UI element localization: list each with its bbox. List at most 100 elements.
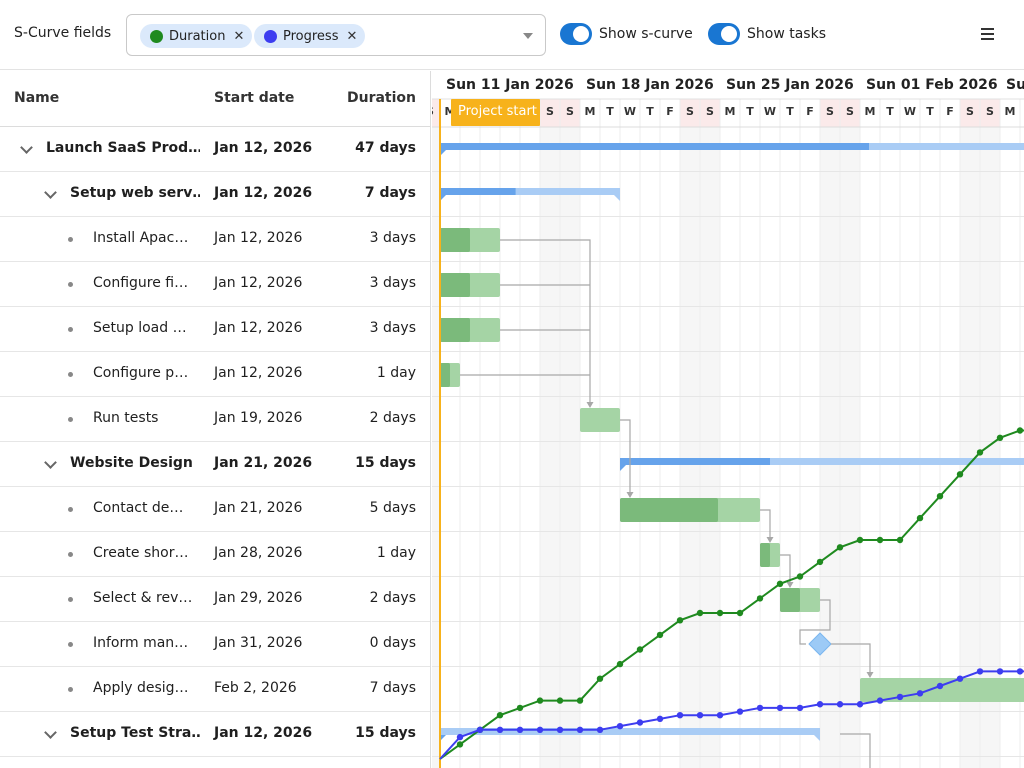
show-tasks-toggle[interactable] <box>708 23 740 45</box>
task-duration: 0 days <box>369 635 416 651</box>
day-header: T <box>606 105 614 118</box>
chip-progress[interactable]: Progress ✕ <box>254 24 366 48</box>
show-scurve-toggle[interactable] <box>560 23 592 45</box>
day-header: M <box>864 105 876 118</box>
bullet-icon <box>68 552 73 557</box>
bullet-icon <box>68 507 73 512</box>
progress-scurve-point <box>676 712 684 719</box>
task-bar <box>580 408 620 432</box>
task-name: Website Design <box>70 455 193 471</box>
duration-scurve-point <box>656 631 664 639</box>
task-start-date: Jan 12, 2026 <box>214 365 303 381</box>
task-duration: 3 days <box>369 275 416 291</box>
weekend-header-cell <box>560 99 580 127</box>
task-duration: 3 days <box>369 320 416 336</box>
table-row[interactable]: Setup web serv… Jan 12, 2026 7 days <box>0 172 430 217</box>
bullet-icon <box>68 237 73 242</box>
day-header: W <box>763 105 777 118</box>
chevron-down-icon[interactable] <box>44 456 57 469</box>
duration-scurve-point <box>616 660 624 668</box>
weekend-column <box>540 127 560 768</box>
progress-scurve-point <box>536 726 544 733</box>
task-name: Install Apac… <box>93 230 189 246</box>
day-header: M <box>724 105 736 118</box>
table-row[interactable]: Configure fi… Jan 12, 2026 3 days <box>0 262 430 307</box>
weekend-header-cell <box>540 99 560 127</box>
table-row[interactable]: Run tests Jan 19, 2026 2 days <box>0 397 430 442</box>
task-start-date: Jan 12, 2026 <box>214 185 313 201</box>
progress-scurve-point <box>596 726 604 733</box>
dependency-line <box>840 733 871 768</box>
table-row[interactable]: Inform man… Jan 31, 2026 0 days <box>0 622 430 667</box>
duration-scurve-point <box>676 617 684 624</box>
grid-header: Name Start date Duration <box>0 71 430 127</box>
chevron-down-icon[interactable] <box>44 726 57 739</box>
task-start-date: Jan 12, 2026 <box>214 320 303 336</box>
progress-scurve-point <box>516 726 524 733</box>
progress-scurve-point <box>576 726 584 733</box>
scurve-fields-select[interactable]: Duration ✕ Progress ✕ <box>126 14 546 56</box>
chevron-down-icon[interactable] <box>523 33 533 39</box>
task-start-date: Jan 12, 2026 <box>214 275 303 291</box>
day-header: M <box>584 105 596 118</box>
task-name: Apply desig… <box>93 680 189 696</box>
remove-duration-icon[interactable]: ✕ <box>233 28 245 44</box>
table-row[interactable]: Configure p… Jan 12, 2026 1 day <box>0 352 430 397</box>
duration-scurve-point <box>556 697 564 704</box>
progress-scurve-point <box>816 701 824 708</box>
day-header: M <box>1004 105 1016 118</box>
progress-scurve-point <box>936 682 944 690</box>
table-row[interactable]: Setup Test Stra… Jan 12, 2026 15 days <box>0 712 430 757</box>
hamburger-menu-icon[interactable] <box>981 27 997 41</box>
task-duration: 3 days <box>369 230 416 246</box>
table-row[interactable]: Select & rev… Jan 29, 2026 2 days <box>0 577 430 622</box>
table-row[interactable]: Setup load … Jan 12, 2026 3 days <box>0 307 430 352</box>
summary-bar-left-cap <box>440 150 446 156</box>
task-start-date: Jan 29, 2026 <box>214 590 303 606</box>
table-row[interactable]: Create shor… Jan 28, 2026 1 day <box>0 532 430 577</box>
task-bar-progress <box>440 228 470 252</box>
day-header: S <box>432 105 440 118</box>
column-header-duration[interactable]: Duration <box>346 90 416 106</box>
project-start-milestone-label[interactable]: Project start <box>451 99 540 126</box>
task-duration: 7 days <box>369 680 416 696</box>
chevron-down-icon[interactable] <box>44 186 57 199</box>
task-start-date: Feb 2, 2026 <box>214 680 297 696</box>
task-name: Launch SaaS Prod… <box>46 140 200 156</box>
dependency-line <box>620 419 631 495</box>
summary-bar-progress <box>620 458 770 465</box>
duration-scurve-point <box>996 434 1004 441</box>
progress-scurve-point <box>976 668 984 675</box>
table-row[interactable]: Contact de… Jan 21, 2026 5 days <box>0 487 430 532</box>
toggle-knob <box>573 26 589 42</box>
weekend-column <box>680 127 700 768</box>
column-header-start-date[interactable]: Start date <box>214 90 295 106</box>
column-header-name[interactable]: Name <box>14 90 60 106</box>
duration-scurve-point <box>716 609 724 617</box>
weekend-header-cell <box>980 99 1000 127</box>
duration-scurve-point <box>796 573 804 580</box>
day-header: F <box>666 105 674 118</box>
dependency-line <box>500 239 591 405</box>
table-row[interactable]: Website Design Jan 21, 2026 15 days <box>0 442 430 487</box>
chevron-down-icon[interactable] <box>20 141 33 154</box>
toggle-knob <box>721 26 737 42</box>
table-row[interactable]: Apply desig… Feb 2, 2026 7 days <box>0 667 430 712</box>
duration-scurve-point <box>756 595 764 602</box>
duration-scurve-point <box>936 493 944 500</box>
remove-progress-icon[interactable]: ✕ <box>346 28 358 44</box>
dependency-arrow <box>866 672 874 678</box>
table-row[interactable]: Launch SaaS Prod… Jan 12, 2026 47 days <box>0 127 430 172</box>
show-tasks-label: Show tasks <box>747 26 826 42</box>
task-grid: Name Start date Duration Launch SaaS Pro… <box>0 71 431 768</box>
summary-bar-progress <box>440 143 869 150</box>
day-header: S <box>986 105 994 118</box>
chip-duration[interactable]: Duration ✕ <box>140 24 253 48</box>
table-row[interactable]: Install Apac… Jan 12, 2026 3 days <box>0 217 430 262</box>
bullet-icon <box>68 597 73 602</box>
weekend-column <box>560 127 580 768</box>
day-header: T <box>886 105 894 118</box>
task-duration: 1 day <box>376 365 416 381</box>
summary-bar-left-cap <box>440 195 446 201</box>
duration-scurve-point <box>816 558 824 566</box>
